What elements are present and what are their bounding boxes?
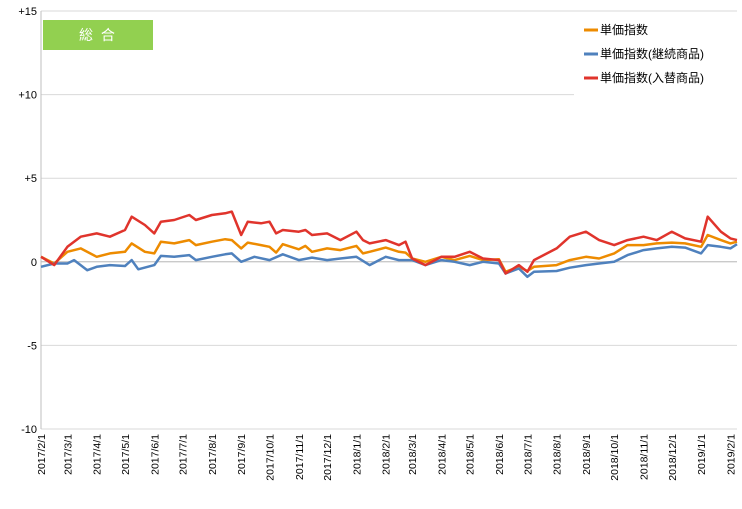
series-line-2 [40,243,738,279]
x-tick-label: 2018/10/1 [609,434,621,481]
y-tick-label: +5 [24,173,37,185]
x-tick-label: 2018/5/1 [465,434,477,475]
x-tick-label: 2019/2/1 [725,434,737,475]
legend-label: 単価指数(入替商品) [600,70,704,85]
y-tick-label: +10 [18,90,37,102]
y-tick-label: -5 [27,340,37,352]
x-tick-label: 2019/1/1 [696,434,708,475]
x-tick-label: 2017/4/1 [92,434,104,475]
x-tick-label: 2017/8/1 [207,434,219,475]
x-tick-label: 2018/4/1 [436,434,448,475]
chart-title-badge: 総 合 [43,20,153,50]
x-tick-label: 2017/12/1 [322,434,334,481]
x-tick-label: 2017/2/1 [36,434,48,475]
x-tick-label: 2017/7/1 [178,434,190,475]
x-tick-label: 2017/10/1 [265,434,277,481]
x-tick-label: 2018/2/1 [381,434,393,475]
chart-title: 総 合 [79,27,117,43]
series-line-3 [40,210,738,275]
x-tick-label: 2017/6/1 [149,434,161,475]
x-tick-label: 2018/11/1 [639,434,651,480]
x-tick-label: 2018/9/1 [581,434,593,475]
x-tick-label: 2018/1/1 [351,434,363,475]
series-lines [40,210,738,279]
x-tick-label: 2017/11/1 [294,434,306,480]
y-axis-ticks: +15 +10 +5 0 -5 -10 [18,6,37,436]
x-tick-label: 2018/3/1 [407,434,419,475]
x-tick-label: 2018/12/1 [667,434,679,481]
legend-label: 単価指数(継続商品) [600,46,704,61]
x-tick-label: 2017/3/1 [62,434,74,475]
y-tick-label: 0 [31,257,37,269]
y-tick-label: +15 [18,6,37,18]
legend-box [574,14,738,96]
title-badge-background [43,20,153,50]
x-tick-label: 2018/6/1 [494,434,506,475]
x-tick-label: 2018/8/1 [552,434,564,475]
x-tick-label: 2017/9/1 [236,434,248,475]
x-tick-label: 2018/7/1 [522,434,534,475]
legend-label: 単価指数 [600,22,648,37]
y-tick-label: -10 [21,424,37,436]
x-axis-ticks: 2017/2/1 2017/3/1 2017/4/1 2017/5/1 2017/6/1… [36,434,737,481]
x-tick-label: 2017/5/1 [120,434,132,475]
series-line-1 [40,233,738,274]
